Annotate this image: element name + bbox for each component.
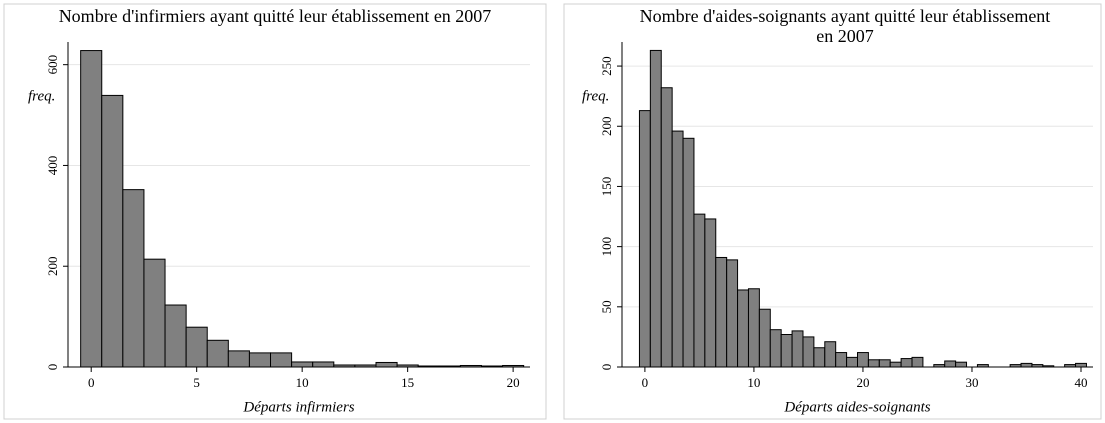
bar	[291, 361, 314, 368]
bar	[758, 308, 771, 368]
bar	[726, 259, 739, 368]
bar	[101, 94, 124, 368]
bar	[715, 256, 728, 368]
bar	[682, 137, 695, 368]
y-tick-label: 400	[45, 156, 60, 176]
bar	[878, 359, 891, 368]
bar	[164, 304, 187, 368]
bar	[867, 359, 880, 368]
y-tick-label: 200	[45, 256, 60, 276]
bar	[802, 336, 815, 368]
bar	[747, 288, 760, 368]
bar	[911, 356, 924, 368]
x-tick-label: 5	[193, 375, 200, 390]
y-tick-label: 0	[45, 364, 60, 371]
y-tick-label: 200	[599, 117, 614, 137]
x-tick-label: 40	[1075, 375, 1088, 390]
bar	[769, 329, 782, 368]
bar	[900, 358, 913, 368]
bar	[693, 213, 706, 368]
x-tick-label: 10	[747, 375, 760, 390]
y-axis-label: freq.	[582, 88, 609, 104]
x-axis-label: Départs infirmiers	[242, 399, 354, 415]
bar	[122, 189, 145, 368]
y-axis-label: freq.	[28, 88, 55, 104]
y-tick-label: 0	[599, 364, 614, 371]
bar	[270, 352, 293, 368]
bar	[660, 87, 673, 368]
bar	[889, 361, 902, 368]
bar	[835, 352, 848, 368]
bar	[227, 350, 250, 368]
bar	[80, 50, 103, 368]
bar	[955, 361, 968, 368]
bar	[143, 258, 166, 368]
y-tick-label: 250	[599, 56, 614, 76]
x-tick-label: 10	[296, 375, 309, 390]
bar	[737, 289, 749, 368]
bar	[375, 361, 398, 368]
bar	[206, 339, 229, 368]
chart-title: en 2007	[816, 26, 874, 46]
x-tick-label: 15	[401, 375, 414, 390]
x-tick-label: 0	[642, 375, 649, 390]
bar	[857, 352, 869, 368]
chart-title: Nombre d'infirmiers ayant quitté leur ét…	[59, 6, 492, 26]
bar	[1075, 362, 1087, 368]
bar	[791, 330, 804, 368]
x-axis-label: Départs aides-soignants	[783, 399, 930, 415]
bar	[1020, 362, 1033, 368]
bar	[824, 341, 837, 368]
x-tick-label: 30	[965, 375, 978, 390]
bar	[248, 352, 272, 368]
y-tick-label: 600	[45, 55, 60, 75]
bar	[638, 110, 651, 368]
x-tick-label: 0	[88, 375, 95, 390]
chart-title: Nombre d'aides-soignants ayant quitté le…	[640, 6, 1051, 26]
x-tick-label: 20	[856, 375, 869, 390]
bar	[846, 356, 859, 368]
y-tick-label: 50	[599, 300, 614, 313]
y-tick-label: 100	[599, 237, 614, 257]
bar	[704, 218, 717, 368]
bar	[185, 326, 208, 368]
bar	[813, 347, 826, 368]
bar	[671, 130, 684, 368]
bar	[649, 49, 662, 368]
y-tick-label: 150	[599, 177, 614, 197]
bar	[780, 334, 793, 368]
bar	[312, 361, 335, 368]
x-tick-label: 20	[507, 375, 520, 390]
bar	[944, 360, 957, 368]
